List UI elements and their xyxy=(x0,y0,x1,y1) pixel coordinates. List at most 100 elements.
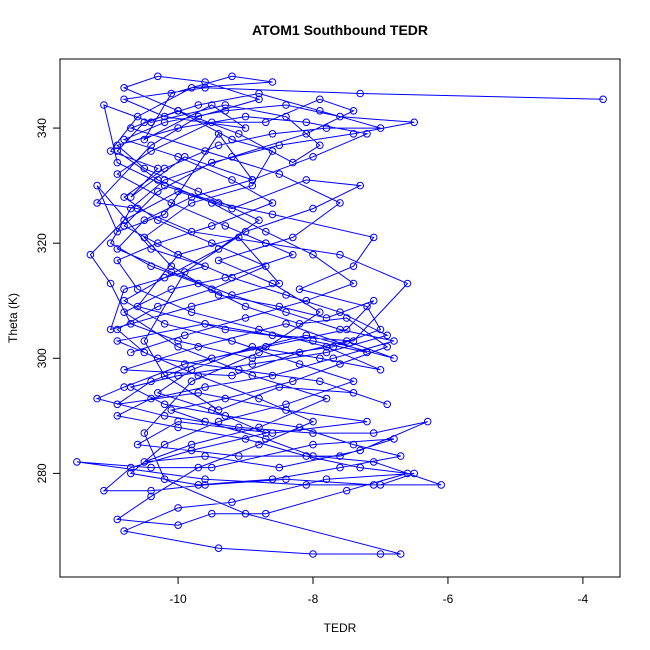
data-point xyxy=(262,509,270,518)
data-point xyxy=(356,463,365,472)
data-point xyxy=(187,308,196,317)
data-point xyxy=(127,320,135,328)
data-point xyxy=(289,250,297,259)
data-point xyxy=(316,308,324,317)
data-point xyxy=(120,296,128,305)
data-point xyxy=(316,107,324,115)
data-point xyxy=(174,417,182,426)
data-point xyxy=(201,147,209,155)
data-point xyxy=(329,354,338,363)
data-point xyxy=(235,130,243,138)
data-point xyxy=(120,308,128,317)
data-point xyxy=(289,233,297,242)
data-point xyxy=(147,245,155,253)
data-point xyxy=(262,429,270,437)
series-points xyxy=(73,72,607,558)
data-point xyxy=(295,360,304,368)
data-point xyxy=(255,89,263,98)
data-point xyxy=(302,130,311,138)
data-point xyxy=(410,118,419,127)
data-point xyxy=(208,285,216,294)
data-point xyxy=(275,170,284,178)
data-point xyxy=(282,400,290,409)
data-point xyxy=(208,101,216,109)
data-point xyxy=(133,440,142,449)
data-point xyxy=(208,406,216,414)
data-point xyxy=(356,89,365,98)
data-point xyxy=(208,222,216,230)
data-point xyxy=(194,343,203,351)
data-point xyxy=(336,308,344,317)
data-point xyxy=(295,320,304,328)
data-point xyxy=(356,181,365,190)
data-point xyxy=(214,291,223,299)
data-point xyxy=(295,348,304,357)
data-point xyxy=(437,481,446,489)
data-point xyxy=(376,366,385,374)
data-point xyxy=(241,435,250,443)
data-point xyxy=(349,279,358,288)
data-point xyxy=(214,544,223,553)
data-point xyxy=(262,239,270,247)
data-point xyxy=(160,400,169,409)
data-point xyxy=(208,239,216,247)
data-point xyxy=(214,141,223,150)
data-point xyxy=(356,446,365,455)
data-point xyxy=(228,273,236,282)
y-tick-label: 340 xyxy=(35,118,49,138)
data-point xyxy=(167,285,176,294)
data-point xyxy=(396,550,405,558)
data-point xyxy=(127,383,135,391)
data-point xyxy=(187,366,196,374)
data-point xyxy=(127,124,135,132)
data-point xyxy=(289,377,297,386)
data-point xyxy=(248,354,257,363)
data-point xyxy=(336,452,344,460)
data-point xyxy=(106,279,115,288)
data-point xyxy=(255,95,263,104)
data-point xyxy=(127,204,135,213)
data-point xyxy=(181,268,189,276)
data-point xyxy=(160,210,169,219)
data-point xyxy=(262,435,270,443)
data-point xyxy=(228,72,236,81)
data-point xyxy=(228,153,236,161)
data-point xyxy=(268,279,277,288)
data-point xyxy=(201,452,209,460)
data-point xyxy=(241,124,250,132)
data-point xyxy=(228,291,236,299)
data-point xyxy=(390,337,398,345)
data-point xyxy=(160,412,169,420)
data-point xyxy=(390,354,398,363)
data-point xyxy=(160,181,169,190)
data-point xyxy=(187,377,196,386)
data-point xyxy=(120,135,128,144)
data-point xyxy=(167,406,176,414)
data-point xyxy=(194,371,203,380)
data-point xyxy=(167,199,176,207)
x-axis: -10 -8 -6 -4 xyxy=(169,577,589,606)
y-tick-label: 280 xyxy=(35,463,49,483)
data-point xyxy=(336,360,344,368)
data-point xyxy=(174,153,182,161)
chart-title: ATOM1 Southbound TEDR xyxy=(252,22,428,38)
data-point xyxy=(167,89,176,98)
data-point xyxy=(140,348,149,357)
data-point xyxy=(154,187,162,196)
data-point xyxy=(160,273,169,282)
data-point xyxy=(268,130,277,138)
data-point xyxy=(369,233,378,242)
data-point xyxy=(295,423,304,432)
data-point xyxy=(127,348,135,357)
data-point xyxy=(133,112,142,121)
data-point xyxy=(268,210,277,219)
data-point xyxy=(275,383,284,391)
plot-area xyxy=(73,72,607,558)
data-point xyxy=(120,216,128,224)
data-point xyxy=(322,314,331,322)
data-point xyxy=(187,193,196,201)
x-tick-label: -10 xyxy=(169,592,187,606)
data-point xyxy=(113,141,122,150)
data-point xyxy=(100,486,108,495)
data-point xyxy=(208,463,216,472)
